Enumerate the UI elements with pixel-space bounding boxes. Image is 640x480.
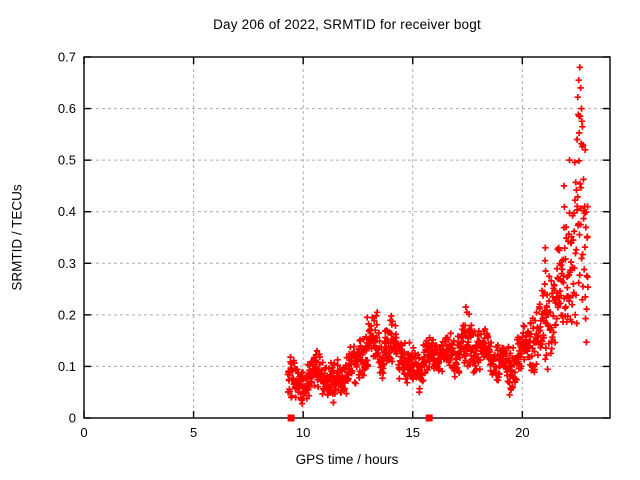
- x-tick-label: 20: [515, 425, 529, 440]
- x-tick-label: 10: [296, 425, 310, 440]
- axis-event-marker: [425, 414, 433, 422]
- axis-event-marker: [287, 414, 295, 422]
- scatter-points: [284, 64, 592, 407]
- y-tick-label: 0: [69, 411, 76, 426]
- y-tick-label: 0.7: [58, 50, 76, 65]
- y-axis-label: SRMTID / TECUs: [9, 184, 25, 291]
- y-tick-label: 0.6: [58, 101, 76, 116]
- y-tick-label: 0.4: [58, 204, 76, 219]
- x-tick-label: 15: [406, 425, 420, 440]
- x-axis-label: GPS time / hours: [295, 452, 399, 467]
- y-tick-label: 0.1: [58, 359, 76, 374]
- y-tick-label: 0.2: [58, 307, 76, 322]
- x-tick-label: 0: [80, 425, 87, 440]
- chart-title: Day 206 of 2022, SRMTID for receiver bog…: [213, 17, 481, 32]
- x-tick-label: 5: [190, 425, 197, 440]
- plot-border: [83, 56, 611, 419]
- y-tick-label: 0.3: [58, 256, 76, 271]
- y-tick-label: 0.5: [58, 153, 76, 168]
